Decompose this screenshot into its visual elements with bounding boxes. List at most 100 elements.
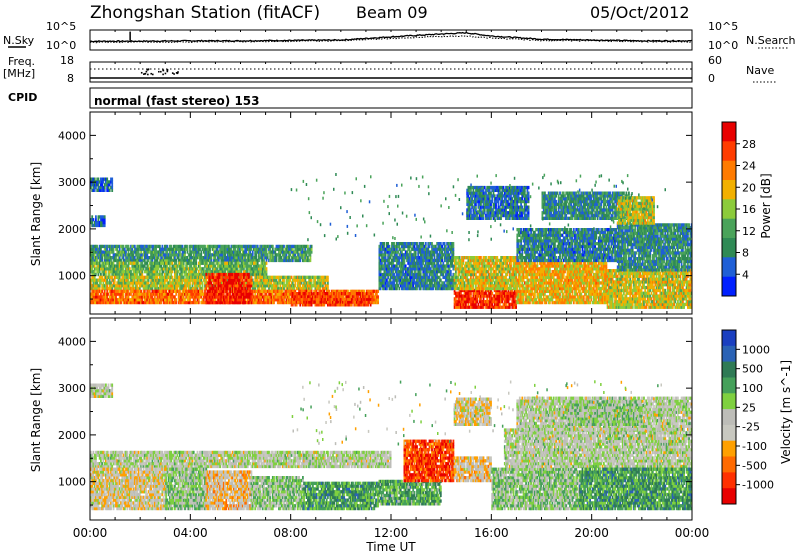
power-cell bbox=[166, 281, 169, 285]
power-cell bbox=[92, 261, 95, 265]
power-cell bbox=[191, 270, 194, 274]
power-cell bbox=[152, 244, 155, 249]
power-cell bbox=[141, 275, 144, 279]
power-cell bbox=[224, 256, 226, 260]
power-cell bbox=[111, 256, 114, 260]
power-cell bbox=[156, 295, 159, 299]
power-cell bbox=[275, 244, 278, 249]
power-cell bbox=[194, 261, 196, 265]
power-cell bbox=[280, 247, 283, 251]
power-cell bbox=[209, 244, 211, 249]
power-cell bbox=[96, 278, 99, 282]
power-cell bbox=[135, 284, 137, 288]
power-cell bbox=[195, 278, 198, 282]
power-cell bbox=[222, 261, 225, 265]
power-cell bbox=[327, 284, 329, 288]
power-cell bbox=[228, 267, 230, 271]
power-cell bbox=[157, 272, 160, 277]
power-cell bbox=[147, 292, 150, 296]
power-cell bbox=[260, 278, 263, 282]
power-cell bbox=[185, 270, 188, 274]
power-cell bbox=[293, 278, 295, 282]
power-cell bbox=[187, 261, 190, 265]
power-cell bbox=[140, 256, 142, 260]
power-cell bbox=[111, 272, 114, 277]
power-cell bbox=[307, 256, 309, 260]
power-cell bbox=[243, 253, 245, 257]
power-cell bbox=[156, 298, 159, 302]
power-cell bbox=[135, 281, 137, 285]
power-cell bbox=[171, 267, 174, 271]
power-cell bbox=[191, 261, 194, 265]
power-cell bbox=[274, 250, 277, 254]
power-cell bbox=[120, 264, 122, 268]
power-cell bbox=[253, 272, 255, 277]
power-cell bbox=[118, 286, 121, 291]
power-cell bbox=[245, 250, 248, 254]
power-cell bbox=[280, 275, 283, 279]
power-cell bbox=[255, 253, 258, 257]
power-cell bbox=[112, 272, 115, 277]
power-cell bbox=[115, 258, 117, 263]
power-cell bbox=[285, 244, 288, 249]
power-cell bbox=[150, 295, 152, 299]
power-cell bbox=[180, 267, 183, 271]
power-cell bbox=[136, 298, 139, 302]
power-cell bbox=[325, 286, 328, 291]
power-cell bbox=[169, 264, 171, 268]
power-cell bbox=[212, 264, 215, 268]
power-cell bbox=[170, 281, 173, 285]
power-cell bbox=[155, 244, 157, 249]
power-cell bbox=[111, 295, 114, 299]
power-cell bbox=[190, 286, 193, 291]
power-cell bbox=[285, 258, 288, 263]
power-cell bbox=[274, 275, 277, 279]
power-cell bbox=[111, 261, 114, 265]
power-cell bbox=[143, 244, 146, 249]
power-cell bbox=[113, 270, 116, 274]
power-cell bbox=[281, 275, 284, 279]
power-cell bbox=[299, 278, 302, 282]
power-cell bbox=[298, 284, 300, 288]
power-cell bbox=[159, 300, 161, 305]
power-cell bbox=[235, 256, 238, 260]
power-cell bbox=[245, 270, 248, 274]
power-cell bbox=[102, 180, 105, 184]
power-cell bbox=[92, 188, 95, 192]
power-cell bbox=[138, 275, 141, 279]
power-cell bbox=[206, 261, 209, 265]
power-cell bbox=[126, 247, 129, 251]
power-cell bbox=[90, 300, 92, 305]
power-cell bbox=[96, 298, 99, 302]
power-cell bbox=[160, 292, 162, 296]
power-cell bbox=[201, 261, 204, 265]
power-cell bbox=[248, 244, 250, 249]
power-cell bbox=[123, 289, 126, 293]
power-cell bbox=[93, 250, 96, 254]
power-cell bbox=[164, 258, 166, 263]
power-cell bbox=[310, 244, 313, 249]
power-cell bbox=[261, 253, 264, 257]
power-cell bbox=[93, 261, 96, 265]
power-cell bbox=[141, 261, 144, 265]
power-cell bbox=[244, 270, 247, 274]
power-cell bbox=[308, 258, 310, 263]
power-cell bbox=[215, 244, 218, 249]
power-cell bbox=[225, 267, 228, 271]
power-cell bbox=[156, 258, 159, 263]
power-cell bbox=[275, 275, 278, 279]
power-cell bbox=[98, 250, 101, 254]
power-cell bbox=[219, 256, 221, 260]
power-cell bbox=[246, 256, 249, 260]
power-cell bbox=[197, 284, 200, 288]
power-cell bbox=[190, 264, 193, 268]
power-cell bbox=[214, 270, 216, 274]
power-cell bbox=[116, 258, 119, 263]
power-cell bbox=[251, 270, 254, 274]
power-cell bbox=[179, 264, 181, 268]
power-cell bbox=[246, 244, 249, 249]
power-cell bbox=[236, 270, 239, 274]
power-cell bbox=[185, 278, 188, 282]
power-cell bbox=[308, 247, 310, 251]
power-cell bbox=[211, 253, 214, 257]
